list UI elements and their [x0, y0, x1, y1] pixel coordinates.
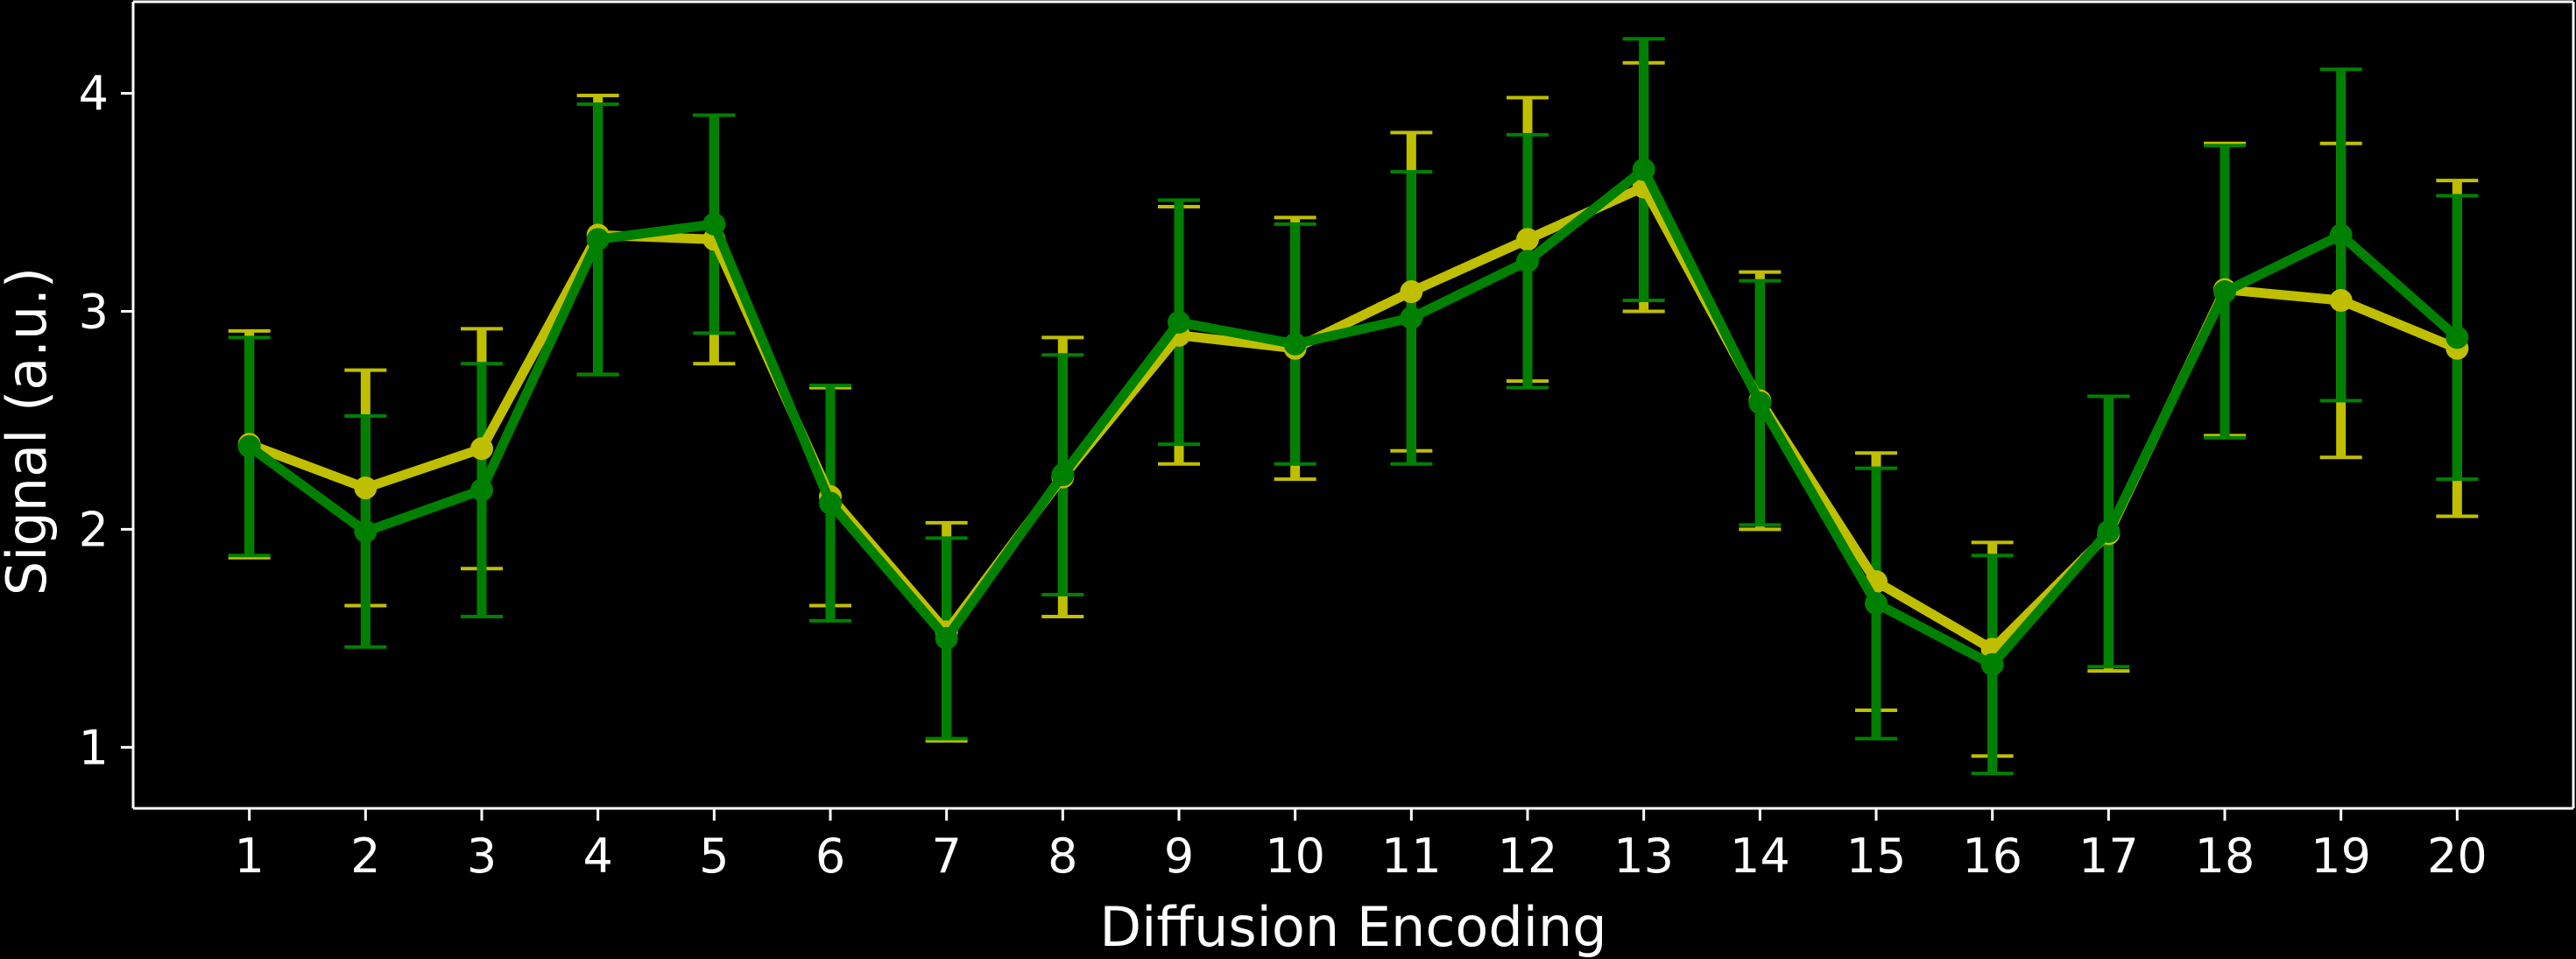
series-2-point [1748, 391, 1772, 415]
series-2-point [1865, 592, 1888, 616]
x-tick-label: 15 [1846, 829, 1907, 884]
x-axis-label: Diffusion Encoding [1099, 895, 1606, 959]
series-2-point [470, 478, 493, 502]
series-2-point [2445, 326, 2469, 349]
series-2-point [586, 228, 610, 251]
series-2-point [1980, 652, 2004, 676]
x-tick-label: 11 [1381, 829, 1442, 884]
x-tick-label: 13 [1613, 829, 1674, 884]
y-tick-label: 1 [79, 720, 109, 775]
y-tick-label: 2 [79, 502, 109, 557]
y-axis-label: Signal (a.u.) [0, 267, 59, 596]
series-2-point [1632, 158, 1655, 181]
x-tick-label: 5 [699, 829, 729, 884]
series-2-point [1168, 310, 1190, 334]
series-2-point [354, 519, 378, 543]
x-tick-label: 17 [2078, 829, 2139, 884]
series-2-point [2097, 519, 2121, 543]
x-tick-label: 6 [815, 829, 845, 884]
x-tick-label: 3 [467, 829, 497, 884]
series-2-point [935, 626, 958, 650]
series-1-point [1516, 228, 1539, 251]
series-2-point [819, 491, 842, 515]
x-tick-label: 7 [931, 829, 961, 884]
series-1-point [354, 476, 378, 500]
series-2-point [702, 212, 726, 236]
y-tick-label: 3 [79, 284, 109, 339]
x-tick-label: 12 [1498, 829, 1558, 884]
x-tick-label: 18 [2195, 829, 2255, 884]
series-2-point [2213, 280, 2236, 304]
series-2-point [1051, 463, 1075, 487]
series-1-point [1400, 280, 1423, 304]
x-tick-label: 4 [582, 829, 612, 884]
x-tick-label: 19 [2311, 829, 2371, 884]
series-1-point [2329, 289, 2353, 313]
x-tick-label: 1 [234, 829, 264, 884]
x-tick-label: 20 [2427, 829, 2488, 884]
x-tick-label: 16 [1962, 829, 2022, 884]
series-2-point [237, 434, 261, 458]
x-tick-label: 8 [1048, 829, 1077, 884]
x-tick-label: 9 [1164, 829, 1194, 884]
series-2-line [246, 165, 2460, 670]
series-1-point [470, 437, 493, 461]
series-2-point [1516, 250, 1539, 273]
series-2-point [1283, 332, 1307, 356]
series-2-point [2329, 223, 2353, 247]
y-tick-label: 4 [79, 67, 109, 122]
x-tick-label: 2 [350, 829, 380, 884]
x-tick-label: 10 [1265, 829, 1325, 884]
series-2-point [1400, 306, 1423, 329]
x-tick-label: 14 [1730, 829, 1790, 884]
